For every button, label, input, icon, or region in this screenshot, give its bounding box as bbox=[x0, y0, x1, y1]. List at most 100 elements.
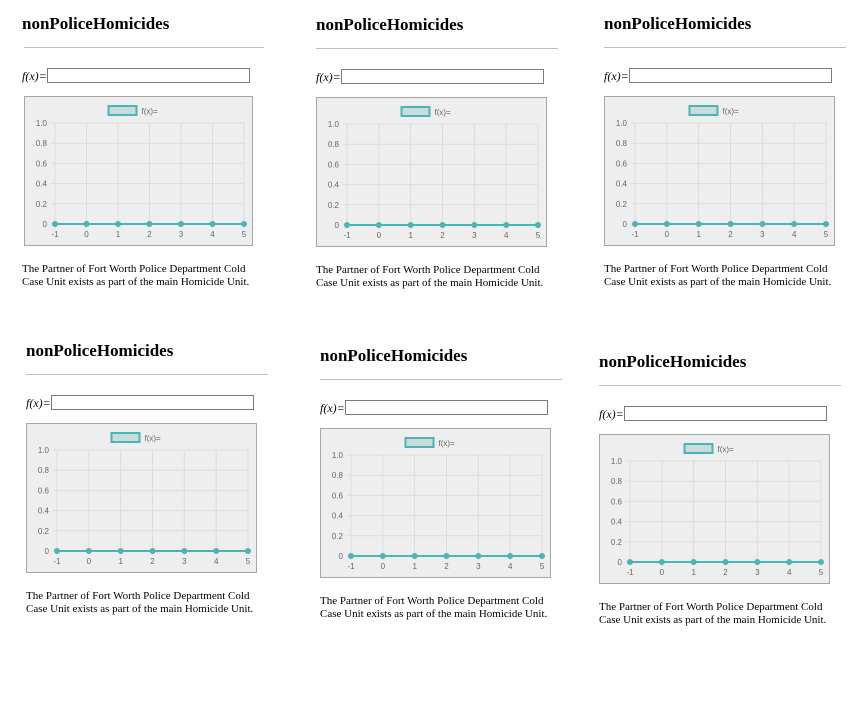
y-tick-label: 0 bbox=[43, 220, 48, 229]
description-line: The Partner of Fort Worth Police Departm… bbox=[320, 595, 544, 607]
y-tick-label: 0.4 bbox=[616, 180, 628, 189]
legend-label: f(x)= bbox=[435, 108, 452, 117]
y-tick-label: 0.8 bbox=[332, 471, 344, 480]
function-input-row: f(x)= bbox=[320, 400, 548, 415]
data-point bbox=[379, 553, 386, 559]
y-tick-label: 0 bbox=[623, 220, 628, 229]
x-tick-label: 1 bbox=[691, 568, 696, 577]
description-line: Case Unit exists as part of the main Hom… bbox=[599, 614, 827, 626]
data-point bbox=[245, 548, 251, 554]
y-tick-label: 1.0 bbox=[328, 120, 340, 129]
data-point bbox=[115, 221, 121, 227]
data-point bbox=[535, 222, 541, 228]
y-tick-label: 1.0 bbox=[332, 451, 344, 460]
panel-description: The Partner of Fort Worth Police Departm… bbox=[320, 595, 580, 621]
y-tick-label: 0.8 bbox=[616, 139, 628, 148]
y-tick-label: 1.0 bbox=[36, 119, 48, 128]
data-point bbox=[375, 222, 382, 228]
panel-description: The Partner of Fort Worth Police Departm… bbox=[599, 601, 852, 627]
data-point bbox=[52, 221, 58, 227]
description-line: Case Unit exists as part of the main Hom… bbox=[604, 276, 832, 288]
y-tick-label: 0.8 bbox=[328, 140, 340, 149]
legend-swatch bbox=[404, 437, 435, 448]
function-input-row: f(x)= bbox=[604, 68, 832, 83]
data-point bbox=[348, 553, 354, 559]
chart-canvas: 0 0.2 0.4 0.6 0.8 1.0 -1 0 1 2 3 4 5 f(x)= bbox=[24, 96, 253, 246]
chart-canvas: 0 0.2 0.4 0.6 0.8 1.0 -1 0 1 2 3 4 5 f(x)= bbox=[604, 96, 835, 246]
x-tick-label: 2 bbox=[440, 231, 445, 240]
data-point bbox=[475, 553, 482, 559]
description-line: The Partner of Fort Worth Police Departm… bbox=[599, 601, 823, 613]
description-line: The Partner of Fort Worth Police Departm… bbox=[26, 590, 250, 602]
x-tick-label: 5 bbox=[242, 230, 247, 239]
chart-canvas: 0 0.2 0.4 0.6 0.8 1.0 -1 0 1 2 3 4 5 f(x)= bbox=[26, 423, 257, 573]
function-input[interactable] bbox=[50, 395, 254, 410]
y-tick-label: 0.4 bbox=[36, 180, 48, 189]
legend-swatch bbox=[110, 432, 141, 443]
x-tick-label: 3 bbox=[476, 562, 481, 571]
panel-description: The Partner of Fort Worth Police Departm… bbox=[26, 590, 286, 616]
title-divider bbox=[24, 47, 264, 48]
line-chart: 00.20.40.60.81.0-1 0 1 2 3 4 5f(x)= bbox=[328, 106, 541, 240]
y-tick-label: 0.8 bbox=[611, 477, 623, 486]
description-line: The Partner of Fort Worth Police Departm… bbox=[604, 263, 828, 275]
function-input[interactable] bbox=[46, 68, 250, 83]
data-point bbox=[241, 221, 247, 227]
data-point bbox=[209, 221, 216, 227]
function-input[interactable] bbox=[623, 406, 827, 421]
data-point bbox=[146, 221, 153, 227]
x-tick-label: 4 bbox=[214, 557, 219, 566]
title-divider bbox=[316, 48, 558, 49]
chart-canvas: 0 0.2 0.4 0.6 0.8 1.0 -1 0 1 2 3 4 5 f(x)= bbox=[599, 434, 830, 584]
fx-label: f(x)= bbox=[316, 69, 341, 84]
y-tick-label: 0.2 bbox=[611, 538, 623, 547]
data-point bbox=[149, 548, 156, 554]
data-point bbox=[471, 222, 478, 228]
x-tick-label: 5 bbox=[824, 230, 829, 239]
y-tick-label: 0.6 bbox=[36, 159, 48, 168]
x-tick-label: 1 bbox=[116, 230, 121, 239]
panel-title: nonPoliceHomicides bbox=[22, 14, 170, 33]
legend-label: f(x)= bbox=[439, 439, 456, 448]
x-tick-label: 4 bbox=[210, 230, 215, 239]
line-chart: 00.20.40.60.81.0-1 0 1 2 3 4 5f(x)= bbox=[36, 105, 247, 239]
x-tick-label: 5 bbox=[246, 557, 251, 566]
data-point bbox=[443, 553, 450, 559]
data-point bbox=[818, 559, 824, 565]
function-input[interactable] bbox=[344, 400, 548, 415]
line-chart: 00.20.40.60.81.0-1 0 1 2 3 4 5f(x)= bbox=[332, 437, 545, 571]
data-point bbox=[663, 221, 670, 227]
y-tick-label: 0.2 bbox=[616, 200, 628, 209]
y-tick-label: 0.2 bbox=[332, 532, 344, 541]
x-tick-label: 0 bbox=[377, 231, 382, 240]
y-tick-label: 0 bbox=[339, 552, 344, 561]
description-line: Case Unit exists as part of the main Hom… bbox=[316, 277, 544, 289]
data-point bbox=[722, 559, 729, 565]
title-divider bbox=[26, 374, 268, 375]
panel-description: The Partner of Fort Worth Police Departm… bbox=[316, 264, 576, 290]
function-input[interactable] bbox=[340, 69, 544, 84]
y-tick-label: 0.6 bbox=[611, 497, 623, 506]
y-tick-label: 1.0 bbox=[611, 457, 623, 466]
x-tick-label: -1 bbox=[343, 231, 351, 240]
data-point bbox=[727, 221, 734, 227]
x-tick-label: 1 bbox=[408, 231, 413, 240]
legend-swatch bbox=[683, 443, 714, 454]
y-tick-label: 0.2 bbox=[36, 200, 48, 209]
description-line: The Partner of Fort Worth Police Departm… bbox=[22, 263, 246, 275]
x-tick-label: 5 bbox=[536, 231, 541, 240]
legend-label: f(x)= bbox=[723, 107, 740, 116]
data-point bbox=[539, 553, 545, 559]
function-input[interactable] bbox=[628, 68, 832, 83]
panel-title: nonPoliceHomicides bbox=[26, 341, 174, 360]
panel-title: nonPoliceHomicides bbox=[604, 14, 752, 33]
legend-swatch bbox=[107, 105, 138, 116]
data-point bbox=[181, 548, 188, 554]
panel-description: The Partner of Fort Worth Police Departm… bbox=[22, 263, 282, 289]
x-tick-label: 0 bbox=[660, 568, 665, 577]
x-tick-label: 5 bbox=[540, 562, 545, 571]
function-input-row: f(x)= bbox=[26, 395, 254, 410]
x-tick-label: 1 bbox=[118, 557, 123, 566]
data-point bbox=[178, 221, 184, 227]
y-tick-label: 0.8 bbox=[36, 139, 48, 148]
